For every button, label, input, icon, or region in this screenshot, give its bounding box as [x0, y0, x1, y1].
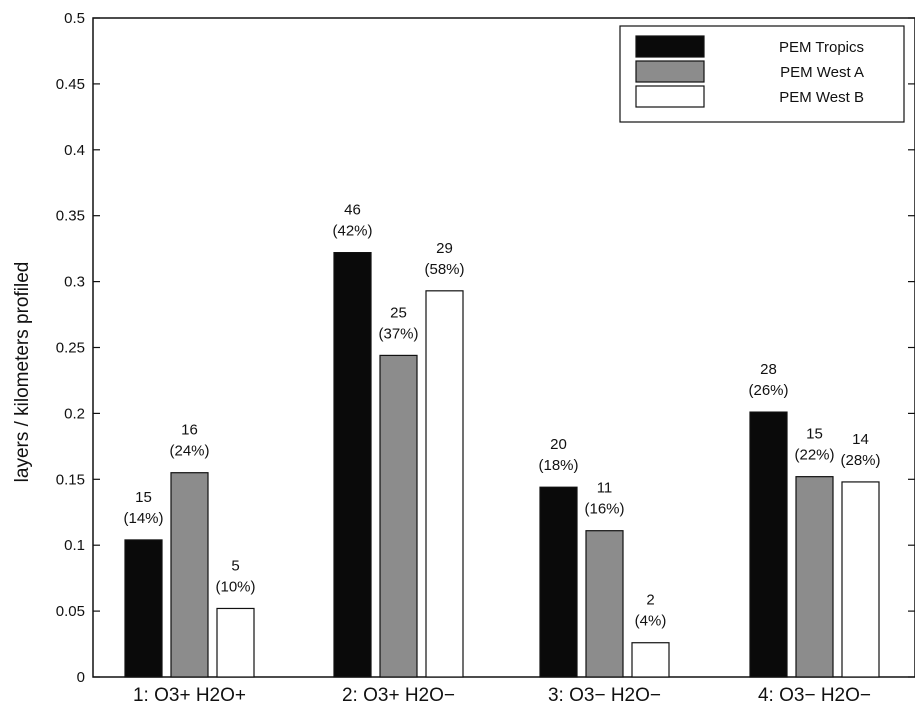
- bar-count-label: 46: [344, 202, 361, 219]
- bar-pem-west-b: [631, 642, 670, 678]
- bar-pem-tropics: [333, 252, 372, 678]
- bar-percent-label: (22%): [794, 447, 834, 464]
- y-tick-label: 0.4: [64, 142, 85, 159]
- bar-pem-west-a: [379, 354, 418, 678]
- legend-label: PEM Tropics: [779, 39, 864, 56]
- y-tick-label: 0.15: [56, 471, 85, 488]
- bar-pem-west-a: [170, 472, 209, 678]
- legend-label: PEM West B: [779, 89, 864, 106]
- x-category-label: 4: O3− H2O−: [758, 685, 871, 706]
- y-axis-label: layers / kilometers profiled: [12, 262, 33, 483]
- bar-count-label: 20: [550, 436, 567, 453]
- legend: PEM Tropics PEM West A PEM West B: [619, 25, 905, 123]
- legend-swatch: [635, 60, 705, 83]
- x-category-label: 2: O3+ H2O−: [342, 685, 455, 706]
- x-axis-categories: 1: O3+ H2O+ 2: O3+ H2O− 3: O3− H2O− 4: O3− …: [133, 685, 871, 706]
- y-tick-label: 0.1: [64, 537, 85, 554]
- y-axis-ticks: 0 0.05 0.1 0.15 0.2 0.25 0.3 0.35 0.4 0.45 0.5: [56, 10, 915, 686]
- bar-count-label: 5: [231, 557, 239, 574]
- y-tick-label: 0.5: [64, 10, 85, 27]
- y-tick-label: 0.25: [56, 340, 85, 357]
- bar-percent-label: (4%): [635, 613, 667, 630]
- bar-count-label: 11: [597, 480, 613, 497]
- bar-pem-west-b: [425, 290, 464, 678]
- bar-pem-west-a: [585, 530, 624, 678]
- bar-percent-label: (37%): [378, 325, 418, 342]
- bar-percent-label: (10%): [215, 578, 255, 595]
- y-tick-label: 0.3: [64, 274, 85, 291]
- legend-swatch: [635, 85, 705, 108]
- bar-pem-west-b: [216, 607, 255, 678]
- y-tick-label: 0.05: [56, 603, 85, 620]
- bar-pem-west-b: [841, 481, 880, 678]
- legend-label: PEM West A: [780, 64, 864, 81]
- y-tick-label: 0.35: [56, 208, 85, 225]
- bar-count-label: 25: [390, 304, 407, 321]
- legend-swatch: [635, 35, 705, 58]
- bar-count-label: 2: [646, 592, 654, 609]
- bar-count-label: 14: [852, 431, 869, 448]
- bar-percent-label: (14%): [123, 510, 163, 527]
- bar-percent-label: (42%): [332, 223, 372, 240]
- y-tick-label: 0: [77, 669, 85, 686]
- bars-group: [124, 252, 880, 678]
- bar-percent-label: (28%): [840, 452, 880, 469]
- bar-annotations: 15 (14%) 16 (24%) 5 (10%) 46 (42%) 25 (37%) 29 (58%…: [123, 202, 880, 630]
- bar-count-label: 29: [436, 240, 453, 257]
- x-category-label: 3: O3− H2O−: [548, 685, 661, 706]
- bar-pem-tropics: [749, 411, 788, 678]
- bar-count-label: 15: [806, 426, 823, 443]
- x-category-label: 1: O3+ H2O+: [133, 685, 246, 706]
- bar-count-label: 16: [181, 422, 198, 439]
- bar-count-label: 28: [760, 361, 777, 378]
- bar-percent-label: (18%): [538, 457, 578, 474]
- bar-pem-tropics: [539, 486, 578, 678]
- bar-pem-tropics: [124, 539, 163, 678]
- bar-percent-label: (26%): [748, 382, 788, 399]
- y-tick-label: 0.45: [56, 76, 85, 93]
- bar-percent-label: (24%): [169, 443, 209, 460]
- y-tick-label: 0.2: [64, 405, 85, 422]
- bar-count-label: 15: [135, 489, 152, 506]
- bar-pem-west-a: [795, 476, 834, 678]
- bar-percent-label: (58%): [424, 261, 464, 278]
- bar-percent-label: (16%): [584, 501, 624, 518]
